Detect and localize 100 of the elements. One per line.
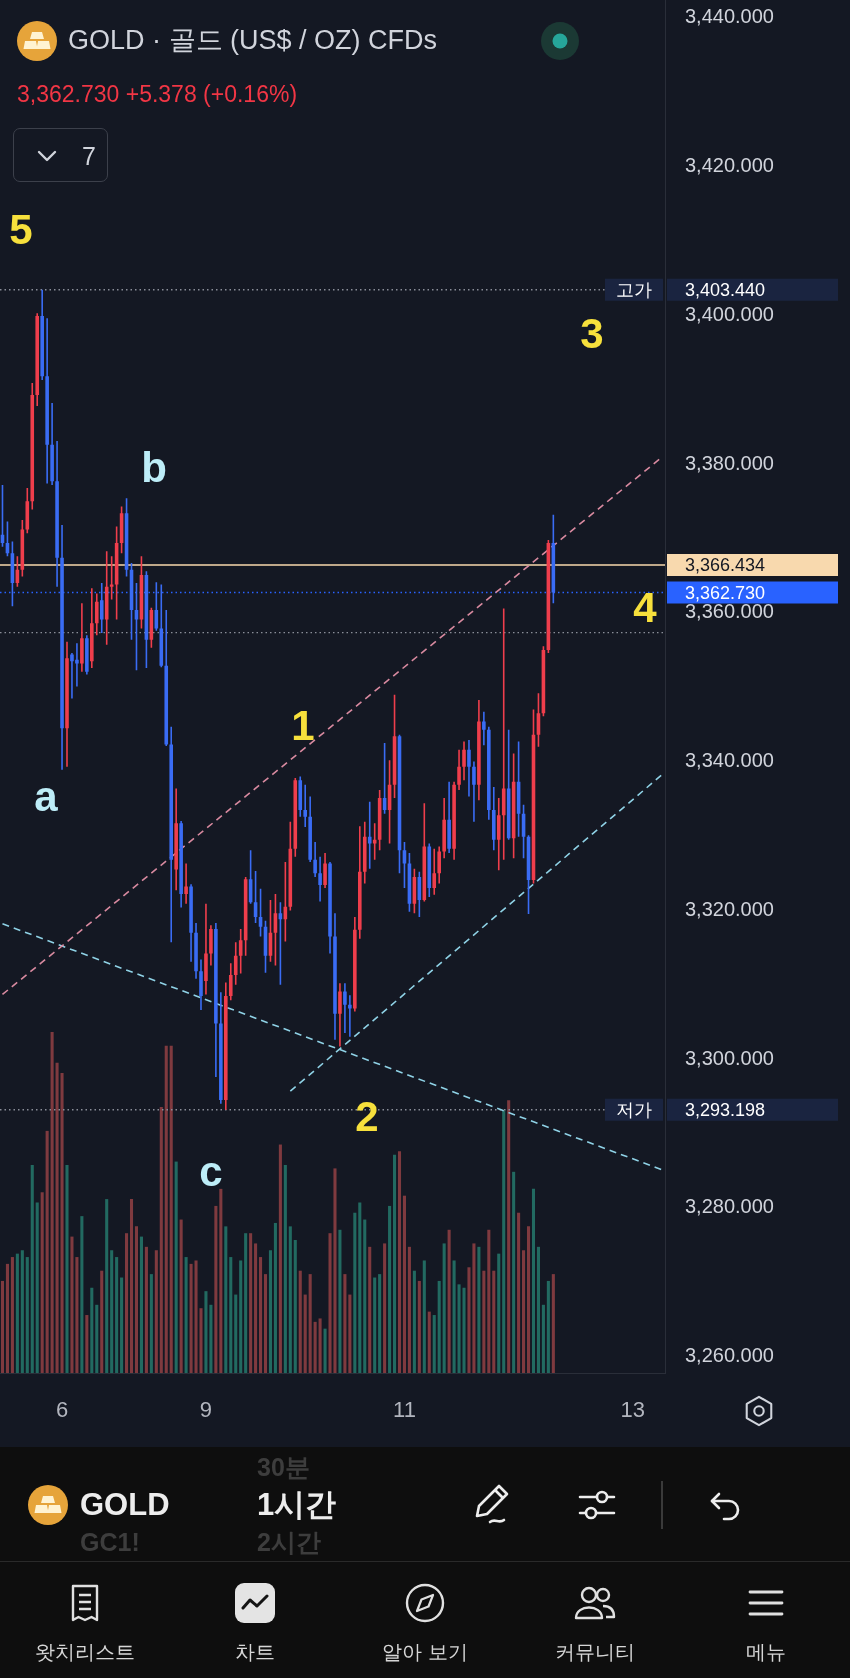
bar — [149, 1274, 153, 1373]
bar — [432, 1315, 436, 1373]
bar — [234, 1294, 238, 1373]
bar — [482, 1270, 486, 1373]
bar — [437, 1280, 441, 1373]
bar — [154, 1250, 158, 1373]
bar — [313, 1321, 317, 1373]
candlestick — [467, 740, 471, 797]
bar — [85, 1315, 89, 1373]
y-tick-label: 3,440.000 — [685, 5, 774, 28]
bar — [110, 1250, 114, 1373]
bar — [5, 1263, 9, 1373]
bar — [0, 1280, 5, 1373]
bar — [407, 1246, 411, 1373]
bar — [229, 1257, 233, 1373]
candlestick — [233, 942, 238, 985]
y-tick-label: 3,300.000 — [685, 1046, 774, 1069]
bar — [30, 1164, 34, 1373]
bar — [462, 1287, 466, 1373]
candlestick — [303, 784, 308, 828]
text: 저가 3,293.198 — [616, 1099, 766, 1120]
bar — [15, 1253, 19, 1373]
bar — [35, 1202, 39, 1373]
bar — [318, 1318, 322, 1373]
bar — [65, 1164, 69, 1373]
candlestick — [496, 798, 501, 871]
candlestick — [204, 903, 208, 995]
ref-line-label: 3,362.730 — [685, 582, 766, 603]
candlestick — [174, 788, 178, 891]
bar — [105, 1199, 109, 1373]
candlestick — [99, 583, 104, 633]
candlestick — [367, 801, 372, 869]
bar — [393, 1154, 397, 1373]
bar — [125, 1233, 129, 1373]
candlestick — [184, 863, 188, 904]
bar — [551, 1274, 555, 1373]
bar — [100, 1270, 104, 1373]
bar — [358, 1202, 362, 1373]
candlestick — [318, 856, 322, 902]
bar — [90, 1287, 94, 1373]
candlestick — [45, 318, 49, 484]
candlestick — [501, 608, 506, 860]
text: 왓치리스트 — [35, 1640, 135, 1664]
bar — [526, 1226, 531, 1373]
bar — [368, 1246, 372, 1373]
bar — [442, 1243, 446, 1373]
bar — [214, 1205, 218, 1373]
bar — [492, 1270, 496, 1373]
bar — [298, 1270, 302, 1373]
y-tick-label: 3,280.000 — [685, 1195, 774, 1218]
bar — [20, 1250, 24, 1373]
y-tick-label: 3,360.000 — [685, 600, 774, 623]
bar — [224, 1226, 228, 1373]
annotation: 3 — [580, 309, 604, 359]
bar — [303, 1294, 307, 1373]
bar — [348, 1294, 352, 1373]
y-tick-label: 3,320.000 — [685, 897, 774, 920]
bar — [209, 1304, 213, 1373]
candlestick — [343, 983, 347, 1034]
bar — [293, 1240, 297, 1373]
bar — [447, 1229, 451, 1373]
bar — [373, 1277, 377, 1373]
bar — [219, 1188, 223, 1373]
candlestick — [457, 749, 461, 790]
bar — [397, 1151, 402, 1373]
x-tick-label: 11 — [393, 1397, 416, 1423]
bar — [254, 1243, 258, 1373]
bar — [427, 1311, 431, 1373]
annotation: 5 — [9, 205, 33, 255]
bar — [422, 1260, 426, 1373]
annotation: 2 — [355, 1092, 379, 1142]
bar — [497, 1253, 501, 1373]
bar — [244, 1233, 248, 1373]
candlestick — [80, 603, 84, 672]
y-tick-label: 3,260.000 — [685, 1344, 774, 1367]
bar — [184, 1257, 188, 1373]
text: GOLD · 골드 (US$ / OZ) CFDs — [68, 25, 438, 57]
bar — [487, 1229, 491, 1373]
annotation: c — [199, 1147, 223, 1197]
y-tick-label: 3,340.000 — [685, 749, 774, 772]
ref-line-label: 3,366.434 — [685, 554, 766, 575]
bar — [75, 1257, 79, 1373]
candlestick — [50, 403, 54, 485]
y-tick-label: 3,380.000 — [685, 451, 774, 474]
bar — [308, 1274, 312, 1373]
bar — [164, 1045, 168, 1373]
bar — [388, 1205, 392, 1373]
candlestick — [348, 995, 352, 1037]
text: 1시간 — [257, 1487, 337, 1523]
bar — [70, 1236, 74, 1373]
candlestick — [159, 584, 164, 668]
bar — [383, 1243, 387, 1373]
bar — [249, 1233, 253, 1373]
y-tick-label: 3,420.000 — [685, 154, 774, 177]
bar — [531, 1188, 536, 1373]
text: 알아 보기 — [382, 1640, 468, 1664]
text: 커뮤니티 — [555, 1640, 635, 1664]
bar — [95, 1304, 99, 1373]
bar — [115, 1257, 119, 1373]
bar — [263, 1274, 268, 1373]
